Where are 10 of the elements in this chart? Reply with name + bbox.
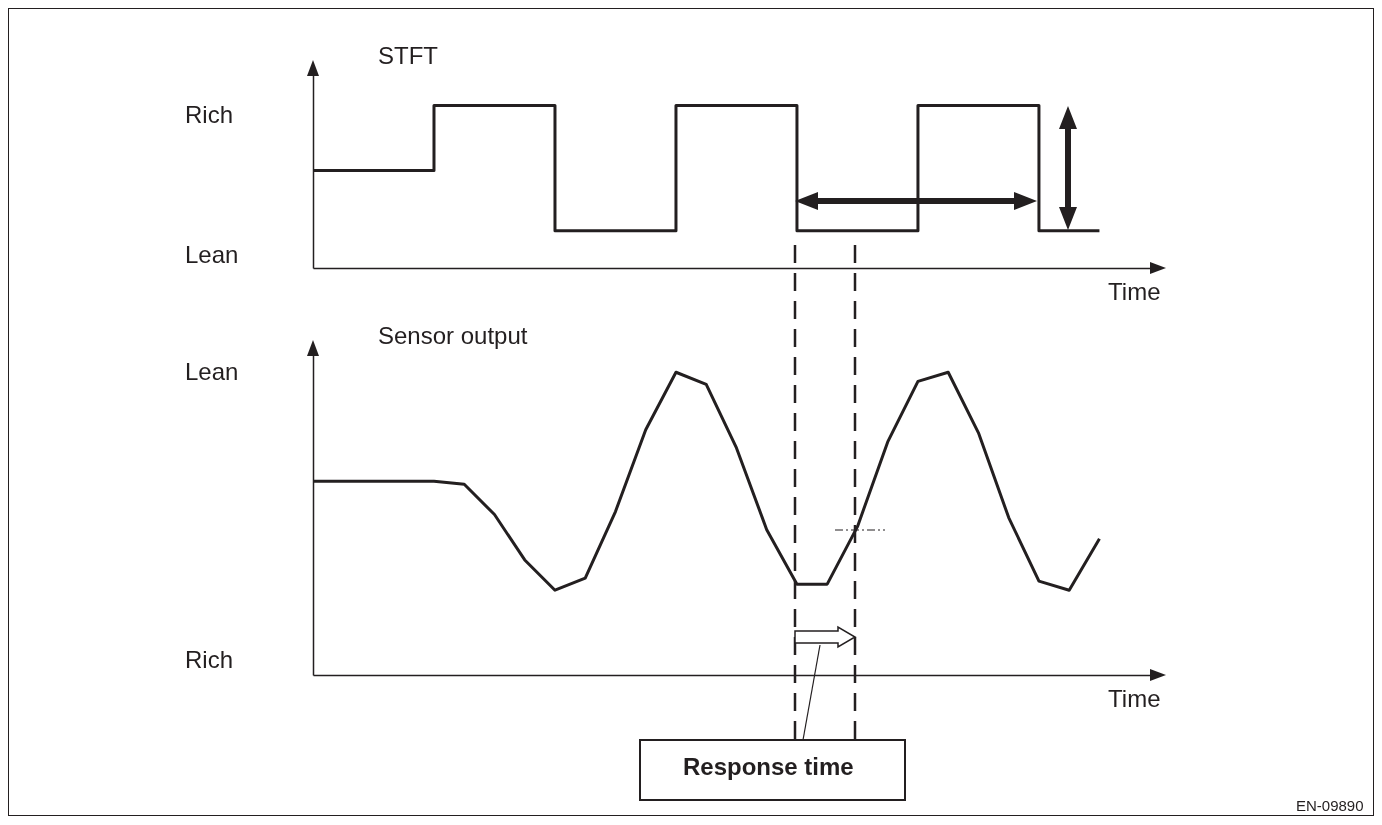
text: Response time bbox=[683, 753, 854, 781]
text: Lean bbox=[185, 358, 239, 386]
x-axis-title: Time bbox=[1108, 277, 1161, 305]
text: Rich bbox=[185, 101, 234, 129]
text: EN-09890 bbox=[1296, 797, 1364, 814]
text: Lean bbox=[185, 241, 239, 269]
x-axis-title: Time bbox=[1108, 684, 1161, 712]
chart-title: Sensor output bbox=[378, 322, 528, 349]
chart-title: STFT bbox=[378, 42, 439, 69]
text: Rich bbox=[185, 646, 234, 674]
